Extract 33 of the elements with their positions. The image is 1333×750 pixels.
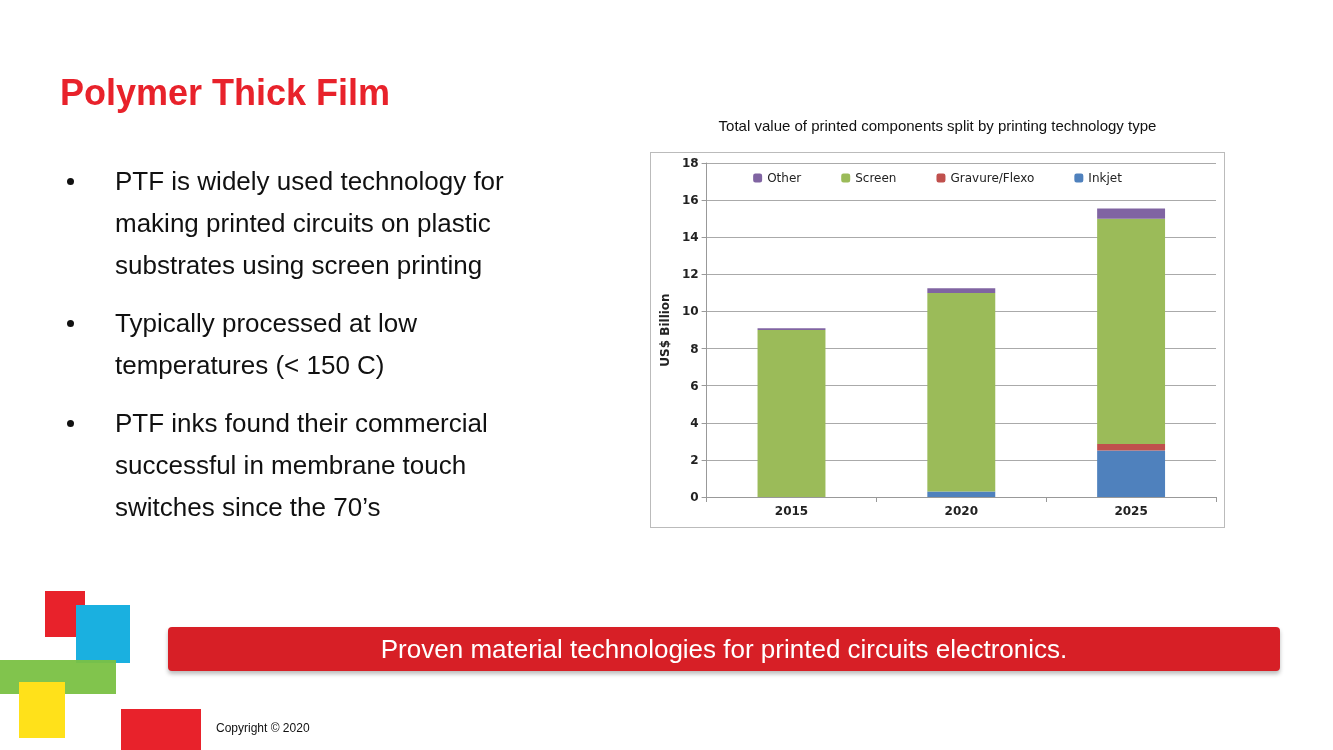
y-tick-label: 0 [690,490,699,504]
bar [757,330,826,497]
bar [1097,218,1166,445]
text: Copyright © 2020 [216,721,310,735]
legend-label: Inkjet [1088,171,1123,185]
bar [1097,444,1166,451]
bar [927,288,996,293]
chart-subtitle: Total value of printed components split by printing technology type [717,117,1158,134]
text: PTF is widely used technology for making printed circuits on plastic substrates using screen printing [115,165,505,282]
y-tick-label: 14 [681,230,699,245]
text: PTF inks found their commercial successful in membrane touch switches since the 70’s [115,407,489,524]
y-axis-title: US$ Billion [658,293,672,367]
text: Typically processed at low temperatures (< 150 C) [115,307,419,382]
x-tick-label: 2025 [1114,504,1148,518]
bar [927,292,996,492]
legend-label: Gravure/Flexo [950,171,1035,185]
y-tick-label: 6 [690,378,699,393]
y-tick-label: 18 [681,156,699,170]
bar [1097,208,1166,219]
text: Polymer Thick Film [60,72,391,114]
y-tick-label: 8 [690,341,699,356]
x-tick-label: 2015 [774,504,809,518]
y-tick-label: 16 [681,193,699,208]
bar [927,491,996,497]
x-tick-label: 2020 [944,504,978,518]
text: Proven material technologies for printed circuits electronics. [168,627,1280,671]
y-tick-label: 2 [690,452,699,467]
y-tick-label: 12 [681,267,699,282]
legend-label: Screen [855,171,897,185]
legend-label: Other [767,171,802,185]
bar [1097,450,1166,497]
y-tick-label: 4 [690,415,699,430]
y-tick-label: 10 [681,304,699,319]
